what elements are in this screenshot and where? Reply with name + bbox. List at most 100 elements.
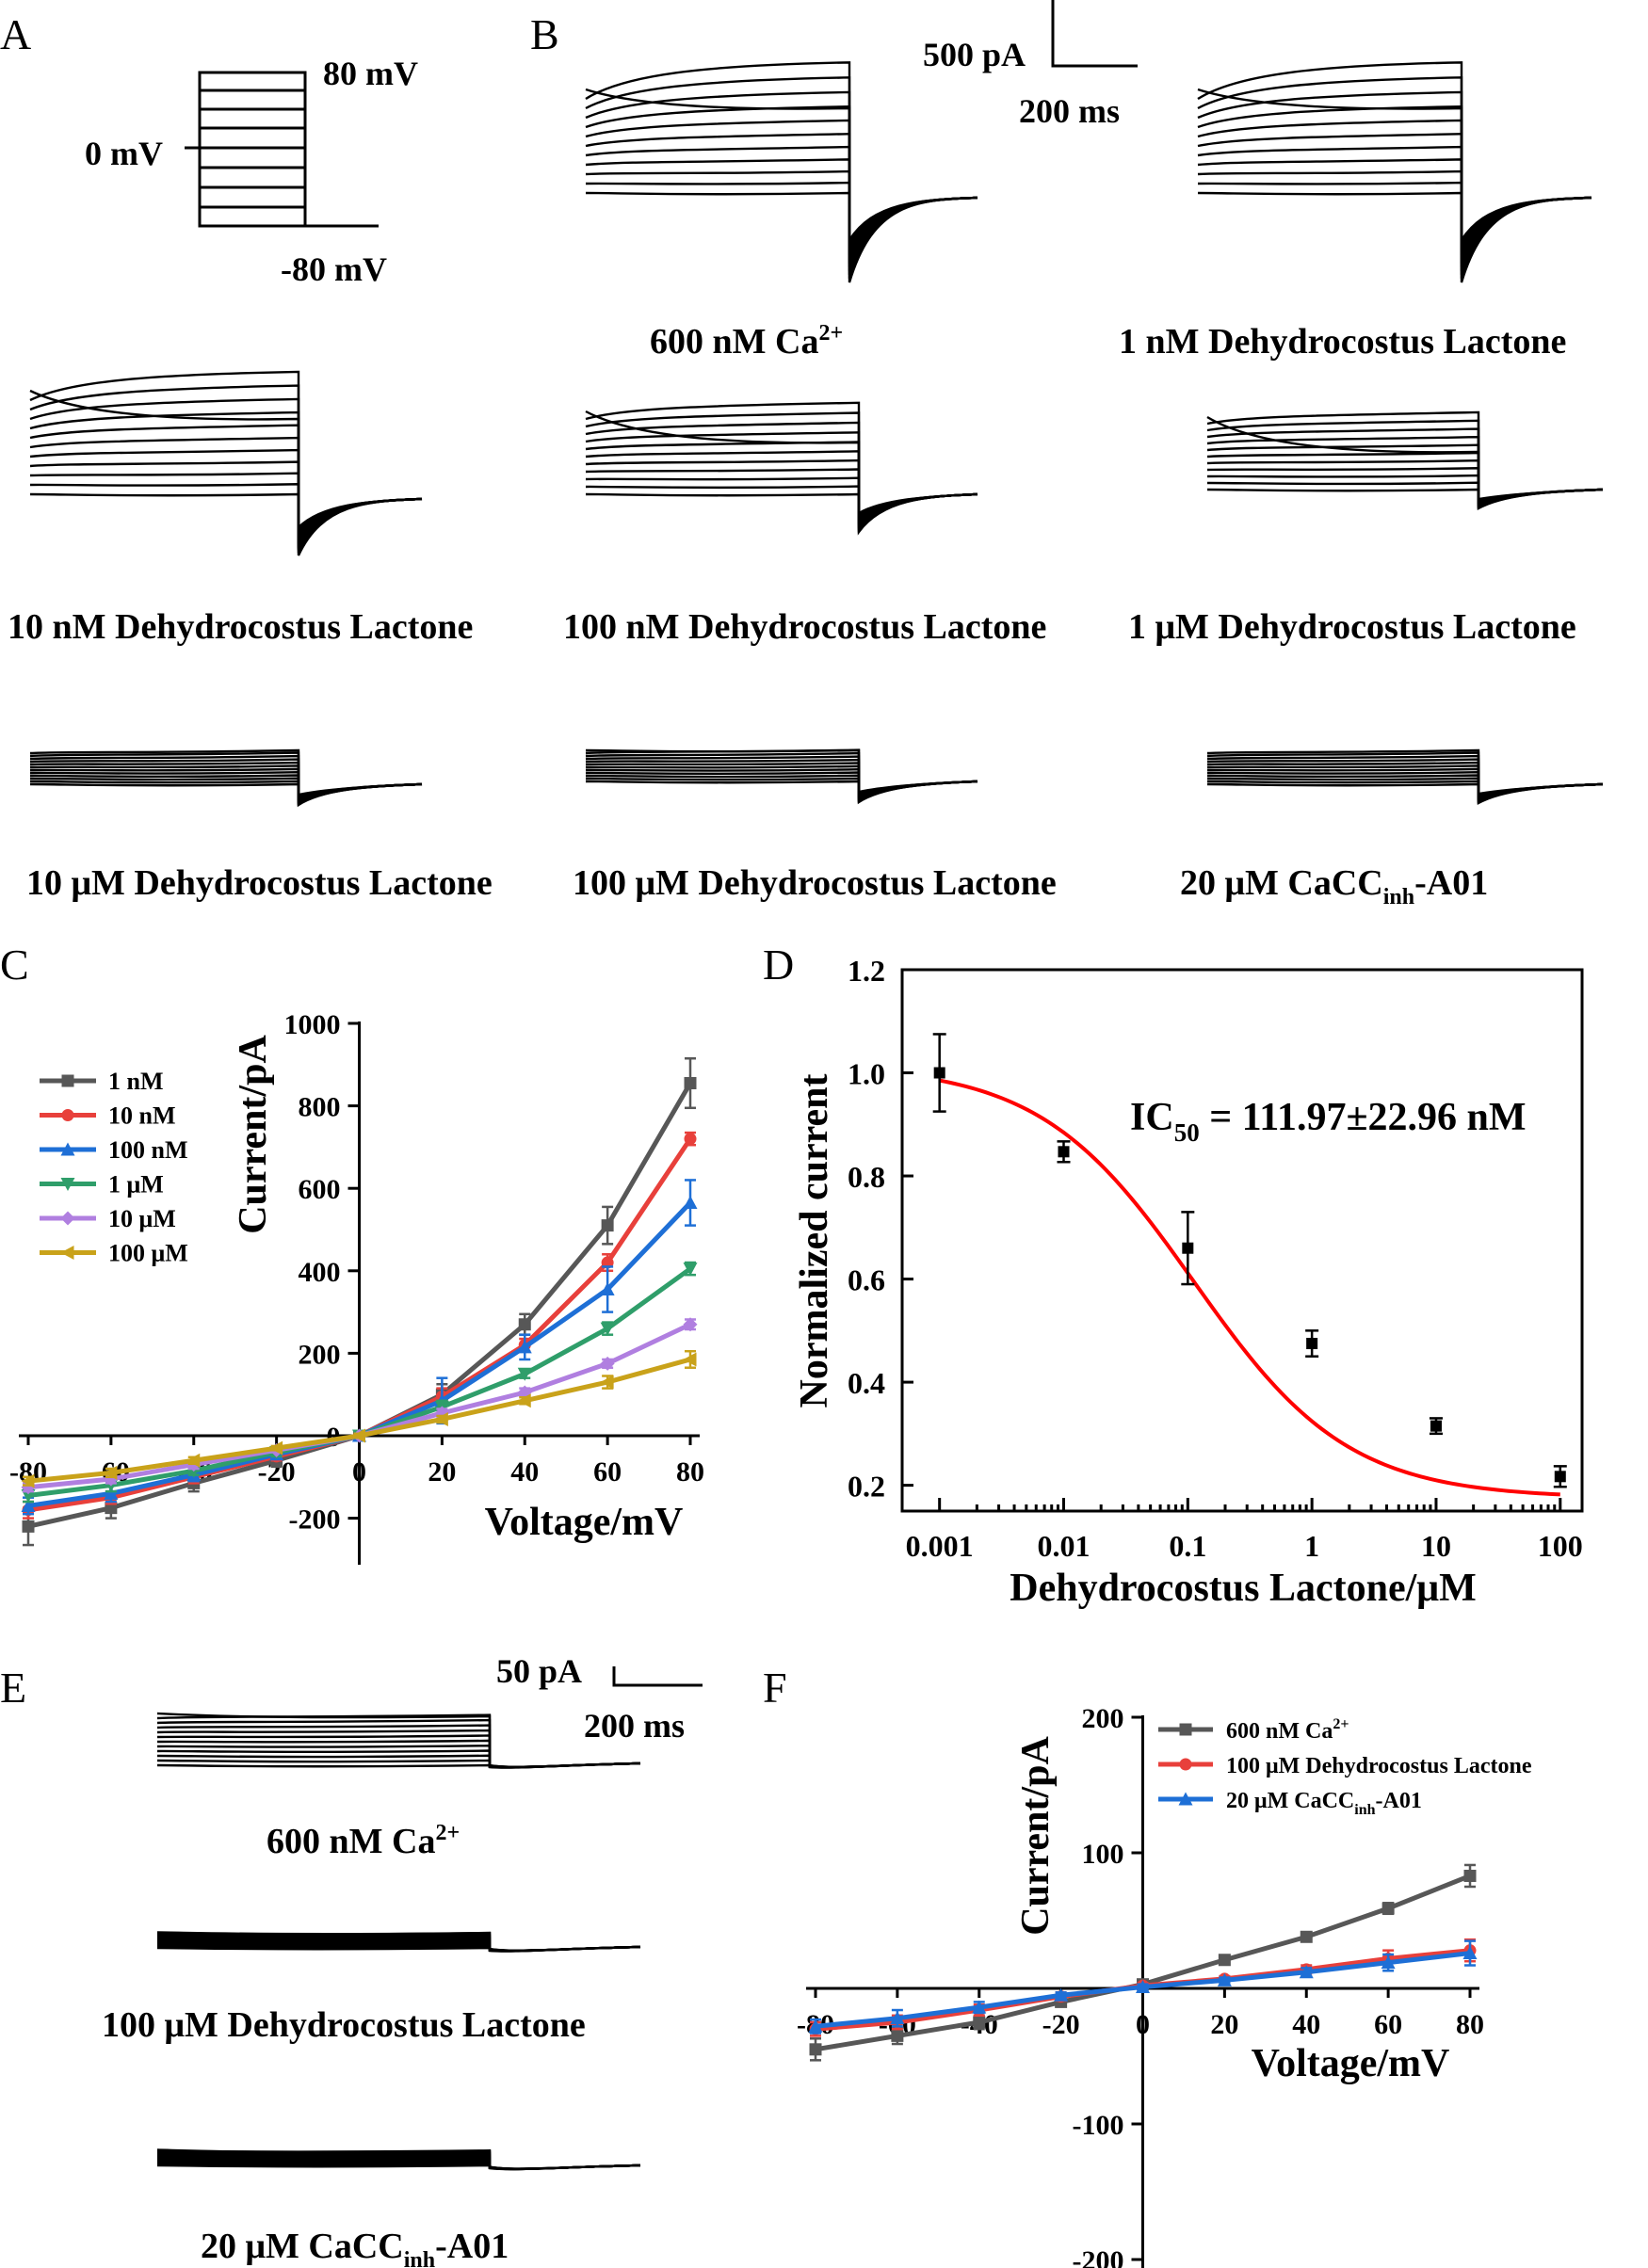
x-tick-label: 20 [1210,2009,1238,2040]
e-label-sub: inh [404,2248,435,2268]
legend-label: 100 μM Dehydrocostus Lactone [1226,1754,1532,1778]
data-point [21,1473,35,1488]
data-point [1299,1965,1314,1979]
data-point [683,1263,698,1277]
current-trace [156,1739,641,1769]
x-tick-label: 10 [1421,1529,1451,1563]
ic50-value: = 111.97±22.96 nM [1200,1096,1527,1139]
x-axis-title: Voltage/mV [1252,2042,1450,2085]
e-label-text: 20 μM CaCC [201,2227,404,2266]
current-trace [585,748,978,794]
trace-100nm-dl [585,401,978,536]
legend-entry: 10 μM [40,1205,176,1232]
data-point [186,1453,201,1468]
panel-label-e: E [0,1664,26,1712]
x-tick-label: 0 [1136,2009,1150,2040]
y-tick-label: 800 [299,1092,341,1123]
data-point [891,2029,904,2042]
current-trace [1197,119,1592,260]
legend-entry: 600 nM Ca2+ [1158,1716,1349,1744]
y-tick-label: 1.0 [848,1057,885,1091]
current-trace [29,389,423,530]
current-trace [1197,181,1592,280]
y-tick-label: 1000 [284,1009,341,1040]
condition-label-text: 20 μM CaCC [1180,863,1383,903]
dose-point [1305,1329,1319,1358]
y-tick-label: 0.8 [848,1160,885,1194]
data-point [973,2016,986,2029]
legend-label: 10 nM [108,1102,176,1130]
iv-curve-chart-f: -80-60-40-20020406080-200-100100200Curre… [797,1703,1532,2268]
x-tick-label: 1 [1304,1529,1319,1563]
y-tick-label: 400 [299,1257,341,1288]
dose-point [1553,1465,1567,1488]
scale-bar-e: 50 pA 200 ms [496,1652,703,1745]
data-point [1430,1420,1442,1432]
x-tick-label: 60 [1374,2009,1402,2040]
data-point [434,1411,448,1426]
trace-10nm-dl [29,370,423,556]
current-trace [1197,133,1592,264]
current-trace [1197,105,1592,256]
legend-label: 100 μM [108,1240,188,1267]
plot-frame [900,968,1584,1513]
current-trace [585,119,978,260]
data-point [1178,1792,1193,1806]
data-point [1554,1471,1566,1483]
legend-entry: 10 nM [40,1102,176,1130]
x-tick-label: 20 [428,1456,456,1488]
y-tick-label: 0.4 [848,1366,885,1400]
data-point [601,1219,614,1232]
current-trace [1197,169,1592,276]
condition-label-600nm-ca: 600 nM Ca2+ [650,321,843,362]
current-trace [1206,481,1604,510]
data-point [352,1428,365,1443]
current-trace [1197,88,1592,245]
legend-label: 600 nM Ca2+ [1226,1716,1349,1744]
data-point [683,1317,698,1332]
data-point [61,1074,74,1087]
data-point [809,2043,822,2056]
current-trace [1197,145,1592,268]
y-axis-title: Normalized current [793,1074,836,1408]
y-axis-title: Current/pA [1014,1736,1058,1936]
x-tick-label: 0.1 [1169,1529,1206,1563]
y-tick-label: 0.6 [848,1263,885,1297]
trace-100um-dl [585,748,978,805]
e-label-sup: 2+ [435,1821,460,1845]
data-point [518,1318,531,1331]
data-point [808,2019,823,2033]
data-point [21,1489,36,1504]
current-trace [585,181,978,280]
data-point [60,1246,74,1260]
legend-label: 100 nM [108,1136,188,1164]
data-point [1306,1338,1318,1350]
current-trace [1206,415,1604,501]
dose-point [1057,1140,1071,1164]
e-label-text: 600 nM Ca [267,1822,435,1861]
scale-current-b: 500 pA [923,36,1026,73]
y-tick-label: 200 [1082,1703,1124,1734]
voltage-protocol-diagram [185,71,379,228]
protocol-top-voltage: 80 mV [323,55,418,92]
trace-1um-dl [1206,410,1604,511]
data-point [684,1133,697,1146]
dose-point [1429,1417,1443,1436]
legend-text: 600 nM Ca [1226,1719,1333,1744]
x-tick-label: -20 [1042,2009,1080,2040]
data-point [1300,1930,1313,1943]
data-point [1179,1758,1192,1771]
data-point [104,1486,119,1500]
data-point [517,1393,531,1408]
y-tick-label: 600 [299,1174,341,1205]
legend-label: 1 nM [108,1068,164,1095]
data-point [60,1211,75,1226]
x-tick-label: 80 [1456,2009,1484,2040]
trace-e-100um-dl [156,1931,641,1953]
trace-10um-dl [29,748,423,808]
data-point [1054,1987,1069,2002]
data-point [600,1282,615,1296]
e-label-caccinh-a01: 20 μM CaCCinh-A01 [201,2227,509,2268]
trace-1nm-dl [1197,61,1592,283]
